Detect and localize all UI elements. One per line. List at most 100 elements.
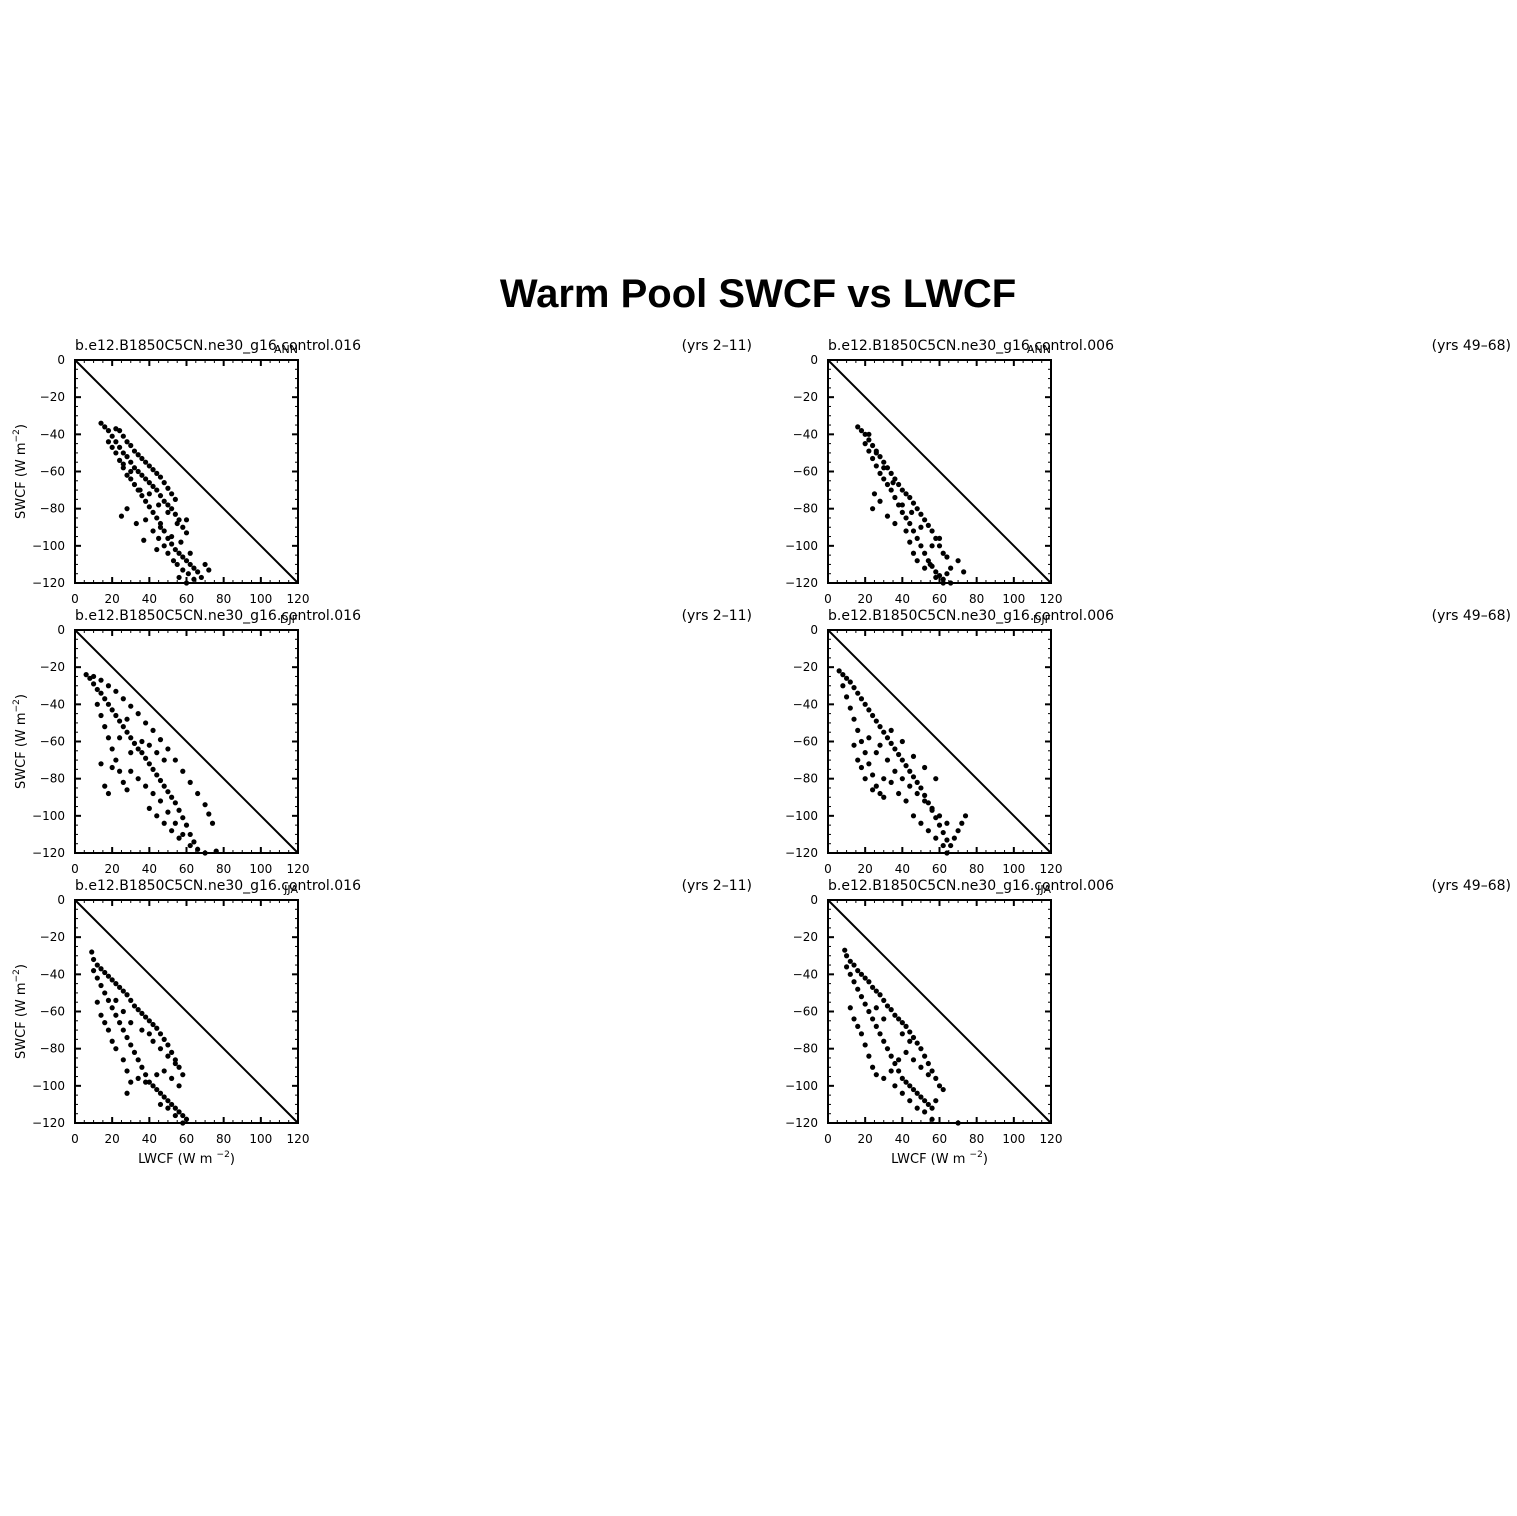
scatter-point [157,474,164,480]
y-tick-label: −20 [793,660,818,674]
scatter-point [113,712,119,719]
scatter-point [907,1029,913,1035]
scatter-point [914,790,920,797]
scatter-point [851,685,857,691]
scatter-point [907,1098,913,1104]
scatter-point [161,820,167,826]
scatter-point [961,569,967,575]
scatter-point [918,524,924,530]
scatter-point [135,1007,141,1013]
scatter-point [866,735,872,741]
y-tick-label: −100 [32,1079,65,1093]
scatter-point [157,1031,164,1037]
scatter-point [962,813,969,819]
scatter-point [128,750,134,756]
scatter-point [90,681,97,687]
scatter-point [117,428,123,434]
y-tick-label: −40 [793,427,818,441]
scatter-point [154,515,160,521]
one-to-one-line [827,629,1052,854]
scatter-point [899,757,905,763]
scatter-point [922,792,928,798]
scatter-point [870,506,876,512]
scatter-point [843,964,850,970]
scatter-point [154,1072,160,1078]
scatter-point [102,969,108,976]
scatter-point [157,493,164,499]
x-tick-label: 20 [858,862,873,876]
scatter-point [881,459,887,465]
scatter-point [877,724,883,730]
scatter-point [914,1105,920,1111]
scatter-point [124,1068,130,1074]
x-tick-label: 80 [969,592,984,606]
x-tick-label: 60 [932,592,947,606]
scatter-point [910,1057,917,1063]
scatter-point [105,428,112,434]
scatter-point [98,966,104,972]
scatter-point [907,494,913,501]
scatter-point [907,539,913,545]
scatter-point [143,517,149,523]
scatter-point [128,1042,134,1048]
scatter-point [922,1053,928,1059]
scatter-point [135,468,141,475]
scatter-point [180,831,186,838]
scatter-point [858,971,865,977]
x-tick-label: 120 [1040,1132,1063,1146]
scatter-point [873,750,879,756]
scatter-point [83,672,89,678]
x-axis-label-exponent: −2 [970,1150,983,1160]
scatter-point [862,441,868,447]
scatter-point [139,455,145,462]
scatter-point [910,813,917,819]
scatter-point [131,1049,138,1055]
x-tick-label: 120 [1040,592,1063,606]
x-tick-label: 80 [969,1132,984,1146]
scatter-point [903,1023,909,1029]
scatter-point [120,1057,126,1063]
scatter-point [855,968,861,974]
scatter-point [131,448,138,454]
x-tick-label: 20 [105,862,120,876]
scatter-point [113,688,119,694]
scatter-point [102,783,108,789]
y-axis-label: SWCF (W m−2) [12,694,29,789]
scatter-point [94,962,100,968]
y-tick-label: −40 [40,967,65,981]
scatter-point [884,1046,891,1052]
scatter-point [899,1090,905,1096]
scatter-point [176,574,182,581]
scatter-point [840,683,846,689]
scatter-point [862,750,868,756]
scatter-point [161,480,167,486]
scatter-point [169,1049,175,1055]
x-tick-label: 100 [249,592,272,606]
scatter-point [881,1016,887,1022]
x-tick-label: 40 [895,1132,910,1146]
scatter-point [877,790,883,797]
scatter-point [113,981,119,987]
scatter-point [102,990,108,996]
scatter-point [862,776,868,782]
scatter-point [105,735,112,741]
scatter-point [888,1007,894,1013]
scatter-point [169,828,175,834]
scatter-point [933,569,939,575]
scatter-point [925,1060,931,1067]
scatter-point [143,498,149,504]
y-axis-label: SWCF (W m−2) [12,424,29,519]
scatter-point [944,837,950,843]
scatter-point [150,727,156,733]
scatter-point [118,513,125,519]
scatter-point [202,802,208,808]
scatter-point [884,757,891,763]
scatter-point [866,761,872,767]
scatter-point [143,783,149,789]
scatter-point [156,535,162,542]
x-tick-label: 120 [287,862,310,876]
y-tick-label: −100 [32,809,65,823]
y-tick-label: −20 [793,390,818,404]
